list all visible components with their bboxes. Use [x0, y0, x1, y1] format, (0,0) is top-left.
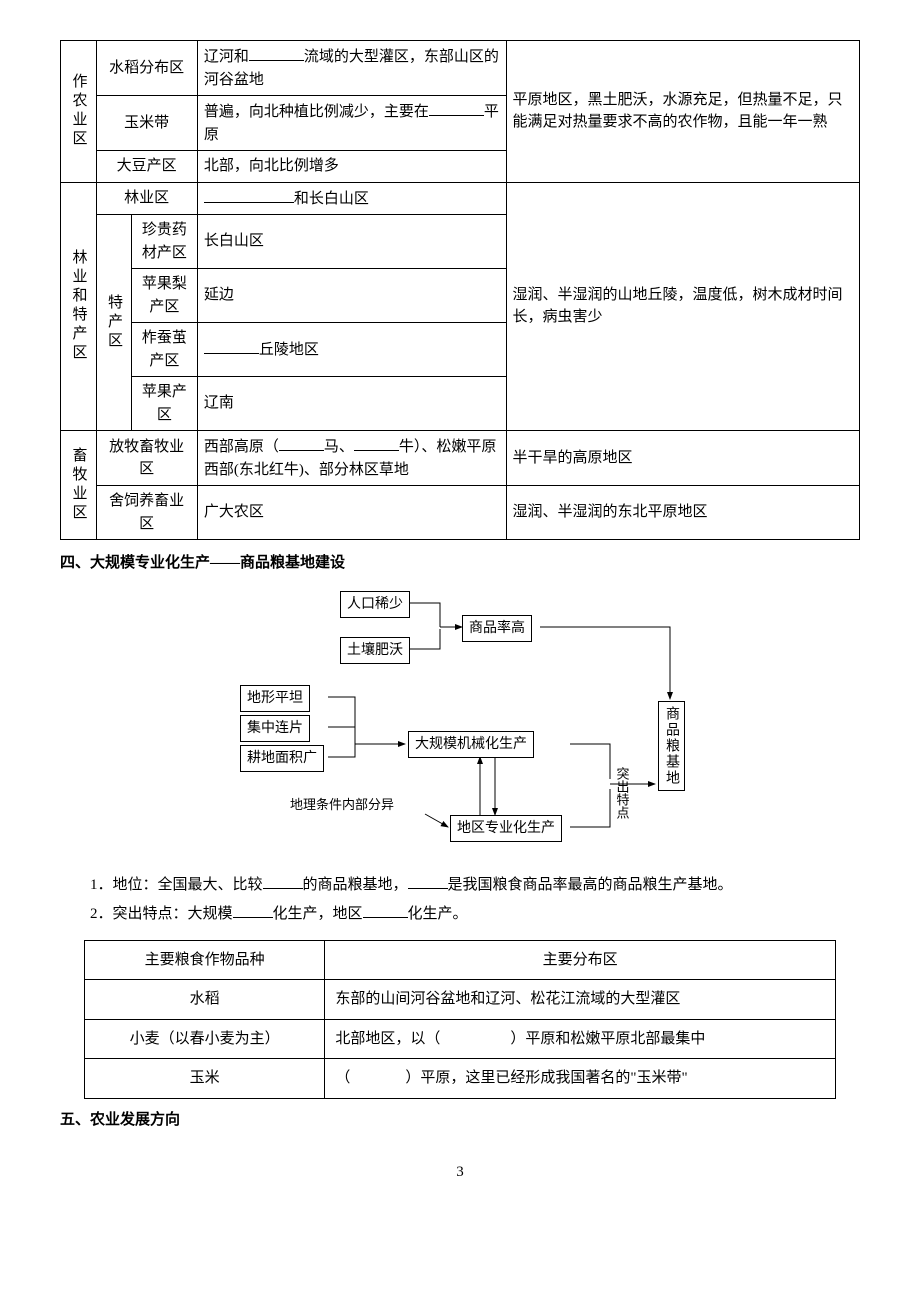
- grain-base-diagram: 人口稀少 土壤肥沃 商品率高 地形平坦 集中连片 耕地面积广 大规模机械化生产 …: [200, 589, 720, 859]
- desc-corn: 普遍，向北种植比例减少，主要在平原: [197, 96, 506, 151]
- section-4-heading: 四、大规模专业化生产——商品粮基地建设: [60, 552, 860, 575]
- crop-wheat: 小麦（以春小麦为主）: [85, 1019, 325, 1059]
- cat-crop-farming: 作农业区: [61, 41, 97, 183]
- box-commodity-rate: 商品率高: [462, 615, 532, 642]
- desc-apple-pear: 延边: [197, 269, 506, 323]
- desc-apple: 辽南: [197, 377, 506, 431]
- box-farmland: 耕地面积广: [240, 745, 324, 772]
- cond-forestry: 湿润、半湿润的山地丘陵，温度低，树木成材时间长，病虫害少: [506, 182, 859, 431]
- box-grain-base: 商品粮基地: [658, 701, 685, 791]
- cond-crop-farming: 平原地区，黑土肥沃，水源充足，但热量不足，只能满足对热量要求不高的农作物，且能一…: [506, 41, 859, 183]
- desc-medicine: 长白山区: [197, 215, 506, 269]
- desc-silkworm: 丘陵地区: [197, 323, 506, 377]
- crop-distribution-table: 主要粮食作物品种 主要分布区 水稻 东部的山间河谷盆地和辽河、松花江流域的大型灌…: [84, 940, 836, 1099]
- cat-forestry-special: 林业和特产区: [61, 182, 97, 431]
- crop-h1: 主要粮食作物品种: [85, 940, 325, 980]
- label-features: 突出特点: [612, 767, 632, 819]
- desc-stall: 广大农区: [197, 486, 506, 540]
- box-soil: 土壤肥沃: [340, 637, 410, 664]
- box-mechanization: 大规模机械化生产: [408, 731, 534, 758]
- desc-grazing: 西部高原（马、牛）、松嫩平原西部(东北红牛)、部分林区草地: [197, 431, 506, 486]
- desc-rice: 辽河和流域的大型灌区，东部山区的河谷盆地: [197, 41, 506, 96]
- crop-corn-dist: （）平原，这里已经形成我国著名的"玉米带": [325, 1059, 836, 1099]
- para-2: 2．突出特点：大规模化生产，地区化生产。: [60, 902, 860, 926]
- sub-forestry: 林业区: [96, 182, 197, 215]
- crop-corn: 玉米: [85, 1059, 325, 1099]
- cat-specialty: 特产区: [96, 215, 132, 431]
- sub-soybean: 大豆产区: [96, 151, 197, 183]
- para-1: 1．地位：全国最大、比较的商品粮基地，是我国粮食商品率最高的商品粮生产基地。: [60, 873, 860, 897]
- page-number: 3: [60, 1161, 860, 1184]
- sub-grazing: 放牧畜牧业区: [96, 431, 197, 486]
- sub-stall: 舍饲养畜业区: [96, 486, 197, 540]
- cond-stall: 湿润、半湿润的东北平原地区: [506, 486, 859, 540]
- sub-rice: 水稻分布区: [96, 41, 197, 96]
- box-flat-terrain: 地形平坦: [240, 685, 310, 712]
- box-specialization: 地区专业化生产: [450, 815, 562, 842]
- cat-livestock: 畜牧业区: [61, 431, 97, 540]
- crop-rice-dist: 东部的山间河谷盆地和辽河、松花江流域的大型灌区: [325, 980, 836, 1020]
- sub-apple: 苹果产区: [132, 377, 198, 431]
- sub-apple-pear: 苹果梨产区: [132, 269, 198, 323]
- sub-medicine: 珍贵药材产区: [132, 215, 198, 269]
- section-5-heading: 五、农业发展方向: [60, 1109, 860, 1132]
- cond-grazing: 半干旱的高原地区: [506, 431, 859, 486]
- crop-wheat-dist: 北部地区，以（）平原和松嫩平原北部最集中: [325, 1019, 836, 1059]
- sub-corn: 玉米带: [96, 96, 197, 151]
- agri-regions-table: 作农业区 水稻分布区 辽河和流域的大型灌区，东部山区的河谷盆地 平原地区，黑土肥…: [60, 40, 860, 540]
- box-contiguous: 集中连片: [240, 715, 310, 742]
- box-population: 人口稀少: [340, 591, 410, 618]
- label-geo-diff: 地理条件内部分异: [290, 795, 394, 815]
- crop-h2: 主要分布区: [325, 940, 836, 980]
- crop-rice: 水稻: [85, 980, 325, 1020]
- sub-silkworm: 柞蚕茧产区: [132, 323, 198, 377]
- desc-forestry: 和长白山区: [197, 182, 506, 215]
- desc-soybean: 北部，向北比例增多: [197, 151, 506, 183]
